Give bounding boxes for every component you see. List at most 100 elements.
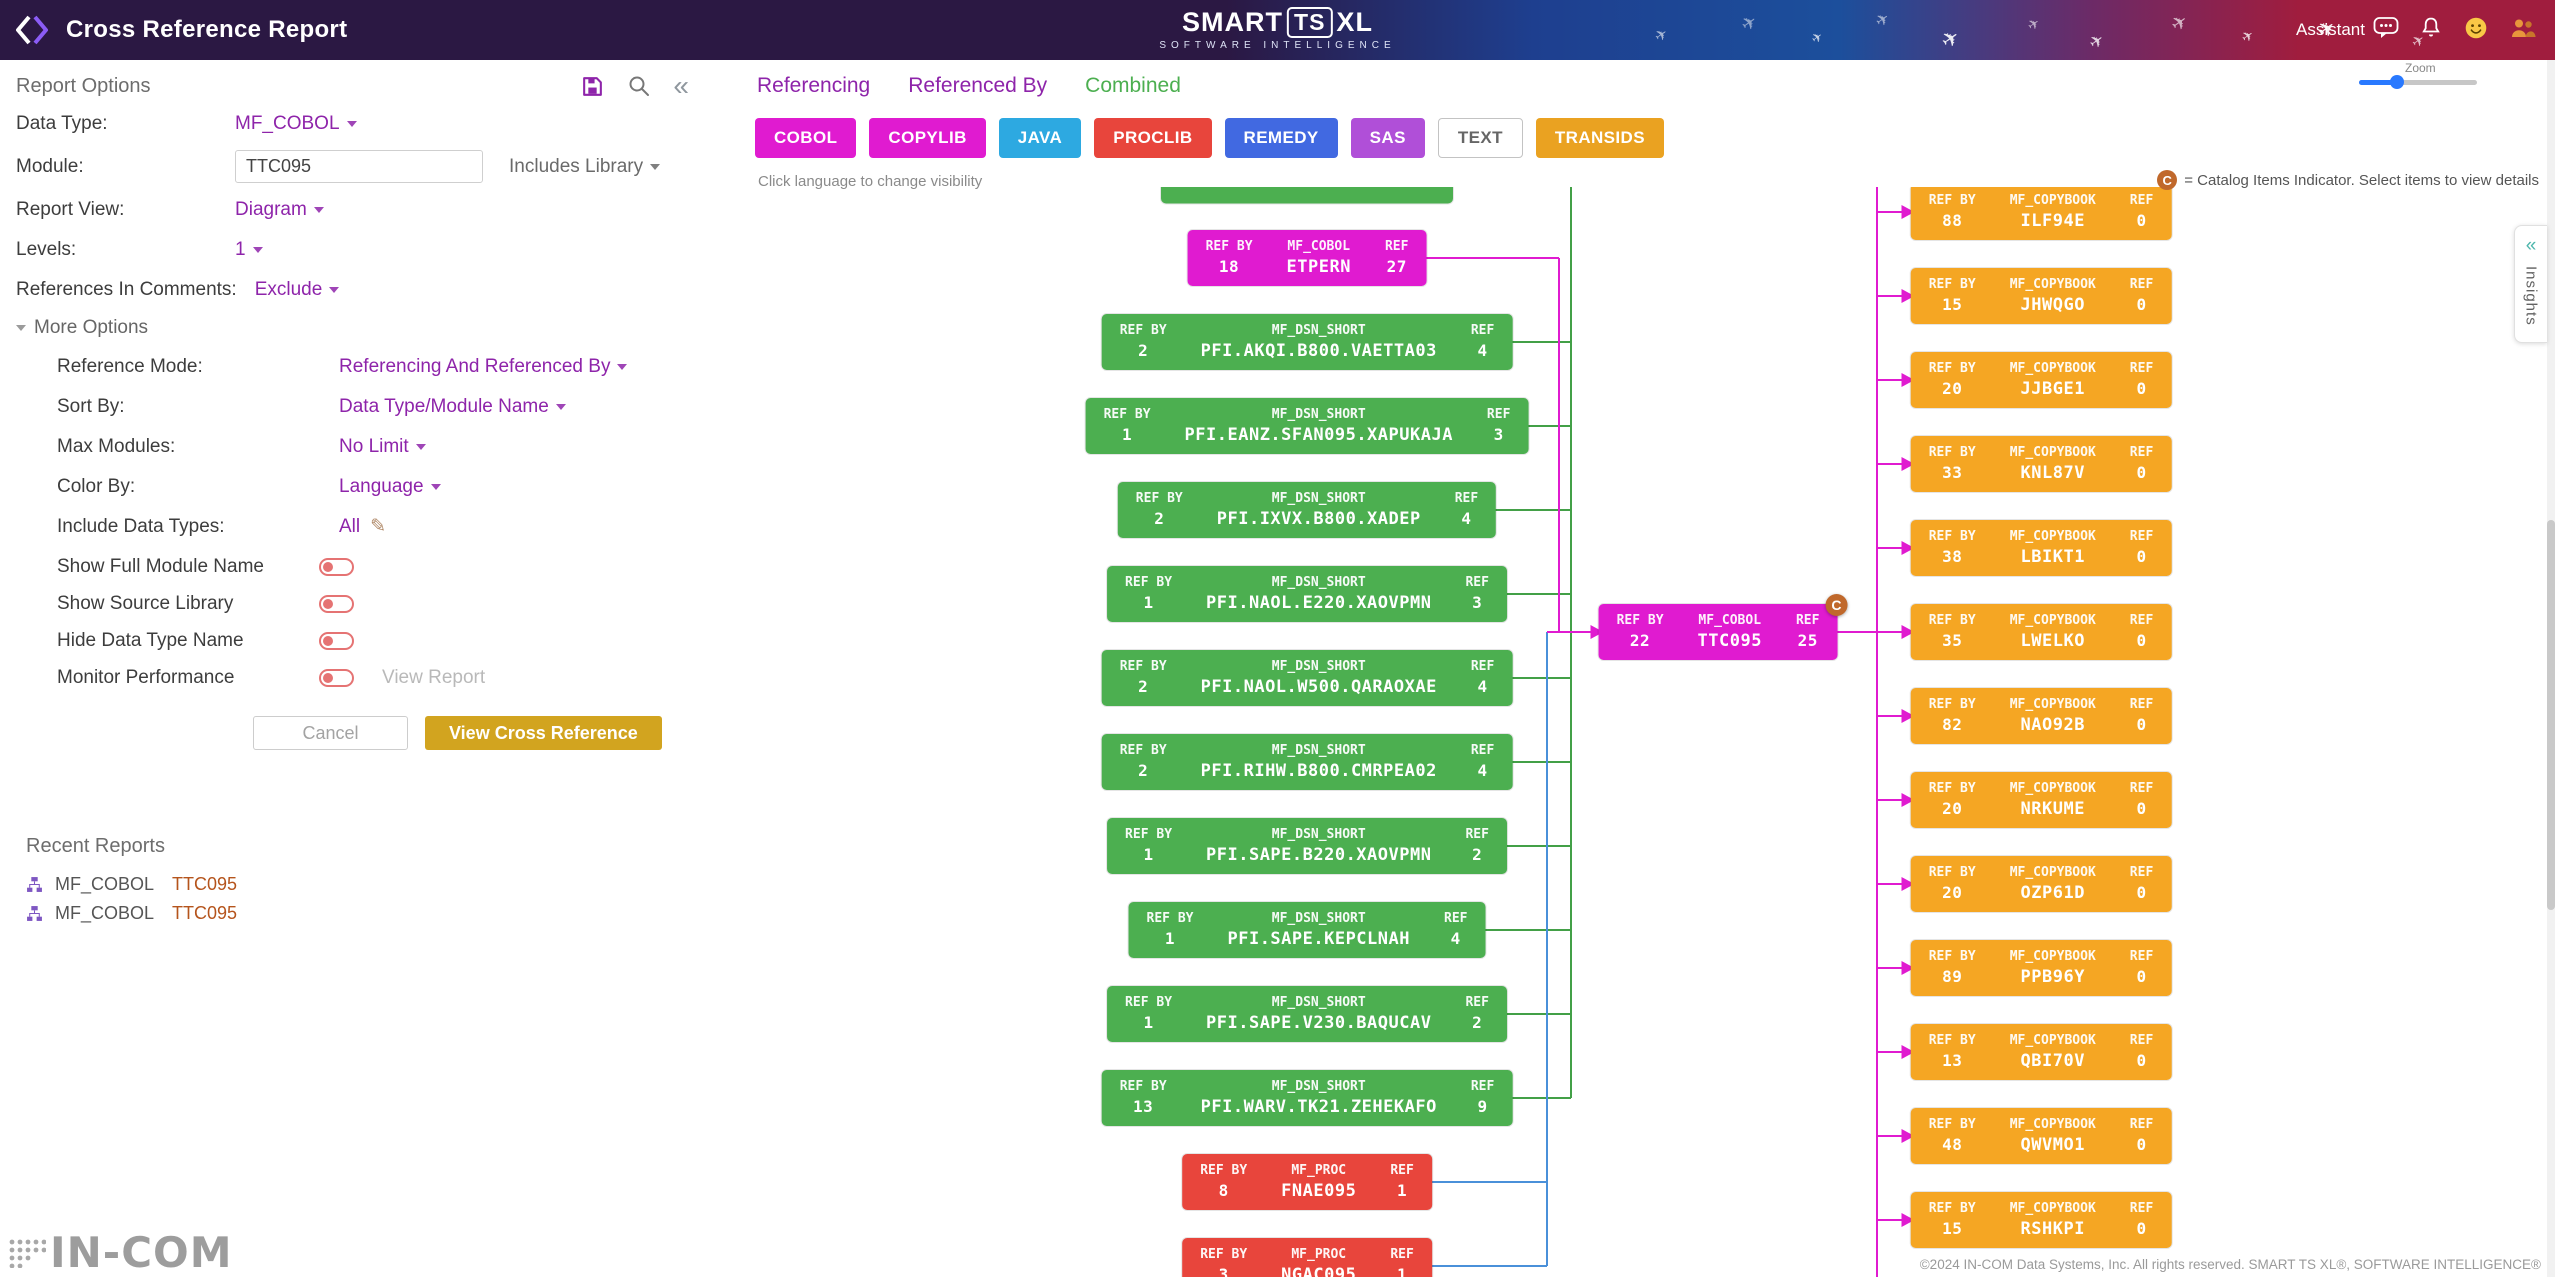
- tab-referenced-by[interactable]: Referenced By: [908, 74, 1048, 97]
- zoom-slider[interactable]: [2359, 75, 2477, 89]
- feedback-smiley-icon[interactable]: [2463, 15, 2489, 46]
- language-proclib[interactable]: PROCLIB: [1094, 118, 1212, 158]
- node-type: MF_PROC: [1291, 1247, 1347, 1262]
- view-cross-reference-button[interactable]: View Cross Reference: [425, 716, 662, 750]
- diagram-node-pfi-naol-w500-qaraoxae[interactable]: REF BY MF_DSN_SHORT REF 2 PFI.NAOL.W500.QARA…: [1101, 650, 1513, 706]
- language-text[interactable]: TEXT: [1437, 118, 1523, 158]
- node-name: PFI.NAOL.E220.XAOVPMN: [1206, 593, 1432, 613]
- diagram-node-pfi-naol-e220-xaovpmn[interactable]: REF BY MF_DSN_SHORT REF 1 PFI.NAOL.E220.XAOV…: [1107, 566, 1507, 622]
- reference-mode-select[interactable]: Referencing And Referenced By: [339, 353, 628, 380]
- diagram-node-nrkume[interactable]: REF BY MF_COPYBOOK REF 20 NRKUME 0: [1910, 772, 2172, 828]
- users-icon[interactable]: [2509, 15, 2537, 46]
- cancel-button[interactable]: Cancel: [253, 716, 408, 750]
- ref-label: REF: [2129, 1201, 2154, 1216]
- color-by-select[interactable]: Language: [339, 473, 441, 500]
- recent-report-name[interactable]: TTC095: [172, 874, 238, 894]
- insights-label: Insights: [2522, 266, 2540, 326]
- language-copylib[interactable]: COPYLIB: [869, 118, 986, 158]
- diagram-node-pfi-warv-tk21-zehekafo[interactable]: REF BY MF_DSN_SHORT REF 13 PFI.WARV.TK21.ZEH…: [1101, 1070, 1513, 1126]
- data-type-select[interactable]: MF_COBOL: [235, 110, 357, 137]
- diagram-node-qwvmo1[interactable]: REF BY MF_COPYBOOK REF 48 QWVMO1 0: [1910, 1108, 2172, 1164]
- show-full-module-name-label: Show Full Module Name: [57, 556, 264, 577]
- show-full-module-name-toggle[interactable]: [319, 557, 354, 576]
- module-input[interactable]: [235, 150, 483, 183]
- diagram-node-ozp61d[interactable]: REF BY MF_COPYBOOK REF 20 OZP61D 0: [1910, 856, 2172, 912]
- ref-by-label: REF BY: [1928, 1201, 1976, 1216]
- ref-by-label: REF BY: [1135, 491, 1183, 506]
- diagram-node-fnae095[interactable]: REF BY MF_PROC REF 8 FNAE095 1: [1182, 1154, 1432, 1210]
- recent-report-item[interactable]: MF_COBOL TTC095: [26, 899, 237, 928]
- node-name: PFI.AKQI.B800.VAETTA03: [1200, 341, 1437, 361]
- save-report-icon[interactable]: [580, 74, 605, 99]
- sort-by-select[interactable]: Data Type/Module Name: [339, 393, 566, 420]
- max-modules-select[interactable]: No Limit: [339, 433, 426, 460]
- diagram-scrollbar[interactable]: [2547, 60, 2555, 1277]
- diagram-node-pfi-rihw-b800-cmrpea02[interactable]: REF BY MF_DSN_SHORT REF 2 PFI.RIHW.B800.CMRP…: [1101, 734, 1513, 790]
- diagram-node-nao92b[interactable]: REF BY MF_COPYBOOK REF 82 NAO92B 0: [1910, 688, 2172, 744]
- scrollbar-thumb[interactable]: [2547, 520, 2555, 910]
- diagram-node-etpern[interactable]: REF BY MF_COBOL REF 18 ETPERN 27: [1187, 230, 1427, 286]
- diagram-node-ilf94e[interactable]: REF BY MF_COPYBOOK REF 88 ILF94E 0: [1910, 187, 2172, 240]
- language-transids[interactable]: TRANSIDS: [1535, 118, 1664, 158]
- color-by-label: Color By:: [57, 476, 136, 497]
- ref-label: REF: [2129, 949, 2154, 964]
- report-view-select[interactable]: Diagram: [235, 196, 324, 223]
- levels-select[interactable]: 1: [235, 236, 263, 263]
- diagram-node-pfi-sape-b220-xaovpmn[interactable]: REF BY MF_DSN_SHORT REF 1 PFI.SAPE.B220.XAOV…: [1107, 818, 1507, 874]
- diagram-node-pfi-ixvx-b800-xadep[interactable]: REF BY MF_DSN_SHORT REF 2 PFI.IXVX.B800.XADE…: [1117, 482, 1497, 538]
- diagram-node-pfi-sape-v230-baqucav[interactable]: REF BY MF_DSN_SHORT REF 1 PFI.SAPE.V230.BAQU…: [1107, 986, 1507, 1042]
- reference-mode-label: Reference Mode:: [57, 356, 203, 377]
- language-cobol[interactable]: COBOL: [755, 118, 857, 158]
- diagram-node-pfi-sape-kepclnah[interactable]: REF BY MF_DSN_SHORT REF 1 PFI.SAPE.KEPCLNAH 4: [1128, 902, 1486, 958]
- diagram-node-ngac095[interactable]: REF BY MF_PROC REF 3 NGAC095 1: [1182, 1238, 1432, 1277]
- monitor-performance-toggle[interactable]: [319, 668, 354, 687]
- notifications-bell-icon[interactable]: [2419, 16, 2443, 45]
- catalog-indicator-badge[interactable]: C: [1825, 594, 1848, 616]
- diagram-node-knl87v[interactable]: REF BY MF_COPYBOOK REF 33 KNL87V 0: [1910, 436, 2172, 492]
- more-options-toggle[interactable]: More Options: [16, 317, 705, 339]
- tab-referencing[interactable]: Referencing: [757, 74, 871, 97]
- search-icon[interactable]: [627, 74, 651, 98]
- tab-combined[interactable]: Combined: [1085, 74, 1181, 97]
- ref-by-count: 3: [1218, 1265, 1229, 1277]
- diagram-node-pfi-akqi-b800-vaetta03[interactable]: REF BY MF_DSN_SHORT REF 2 PFI.AKQI.B800.VAET…: [1101, 314, 1513, 370]
- references-in-comments-select[interactable]: Exclude: [255, 276, 340, 303]
- diagram-node-pfi-eanz-sfan095-xapukaja[interactable]: REF BY MF_DSN_SHORT REF 1 PFI.EANZ.SFAN095.X…: [1085, 398, 1529, 454]
- ref-count: 1: [1396, 1181, 1408, 1200]
- language-java[interactable]: JAVA: [998, 118, 1082, 158]
- chevron-down-icon: [16, 325, 26, 331]
- recent-report-item[interactable]: MF_COBOL TTC095: [26, 870, 237, 899]
- assistant-button[interactable]: Assistant: [2296, 16, 2399, 45]
- node-type: MF_COPYBOOK: [2009, 865, 2096, 880]
- diagram-node-lwelko[interactable]: REF BY MF_COPYBOOK REF 35 LWELKO 0: [1910, 604, 2172, 660]
- watermark-dots: [9, 1239, 46, 1268]
- ref-label: REF: [2129, 277, 2154, 292]
- diagram-node-qbi70v[interactable]: REF BY MF_COPYBOOK REF 13 QBI70V 0: [1910, 1024, 2172, 1080]
- show-source-library-toggle[interactable]: [319, 594, 354, 613]
- hide-data-type-name-toggle[interactable]: [319, 631, 354, 650]
- ref-by-count: 35: [1942, 631, 1963, 650]
- insights-tab[interactable]: Insights: [2514, 225, 2547, 343]
- diagram-node-rshkpi[interactable]: REF BY MF_COPYBOOK REF 15 RSHKPI 0: [1910, 1192, 2172, 1248]
- recent-report-name[interactable]: TTC095: [172, 903, 238, 923]
- diagram-node-jhwqgo[interactable]: REF BY MF_COPYBOOK REF 15 JHWQGO 0: [1910, 268, 2172, 324]
- includes-library-select[interactable]: Includes Library: [509, 153, 661, 180]
- brand-smart: SMART: [1182, 7, 1284, 37]
- node-type: MF_COPYBOOK: [2009, 445, 2096, 460]
- toggle-row: Monitor Performance View Report: [0, 664, 705, 691]
- zoom-control: Zoom: [2359, 61, 2477, 89]
- toggle-row: Hide Data Type Name: [0, 627, 705, 654]
- diagram-node-lbikt1[interactable]: REF BY MF_COPYBOOK REF 38 LBIKT1 0: [1910, 520, 2172, 576]
- diagram-node-partial[interactable]: [1161, 187, 1453, 204]
- collapse-panel-icon[interactable]: [673, 72, 689, 100]
- view-tabs: Referencing Referenced By Combined: [757, 74, 1181, 98]
- language-remedy[interactable]: REMEDY: [1224, 118, 1338, 158]
- include-data-types-value[interactable]: All: [339, 513, 386, 540]
- language-sas[interactable]: SAS: [1350, 118, 1425, 158]
- zoom-slider-thumb[interactable]: [2390, 75, 2404, 89]
- diagram-node-jjbge1[interactable]: REF BY MF_COPYBOOK REF 20 JJBGE1 0: [1910, 352, 2172, 408]
- diagram-node-ttc095[interactable]: REF BY MF_COBOL REF 22 TTC095 25 C: [1598, 594, 1848, 660]
- ref-count: 4: [1477, 341, 1488, 360]
- edit-icon[interactable]: [370, 513, 386, 540]
- diagram-node-ppb96y[interactable]: REF BY MF_COPYBOOK REF 89 PPB96Y 0: [1910, 940, 2172, 996]
